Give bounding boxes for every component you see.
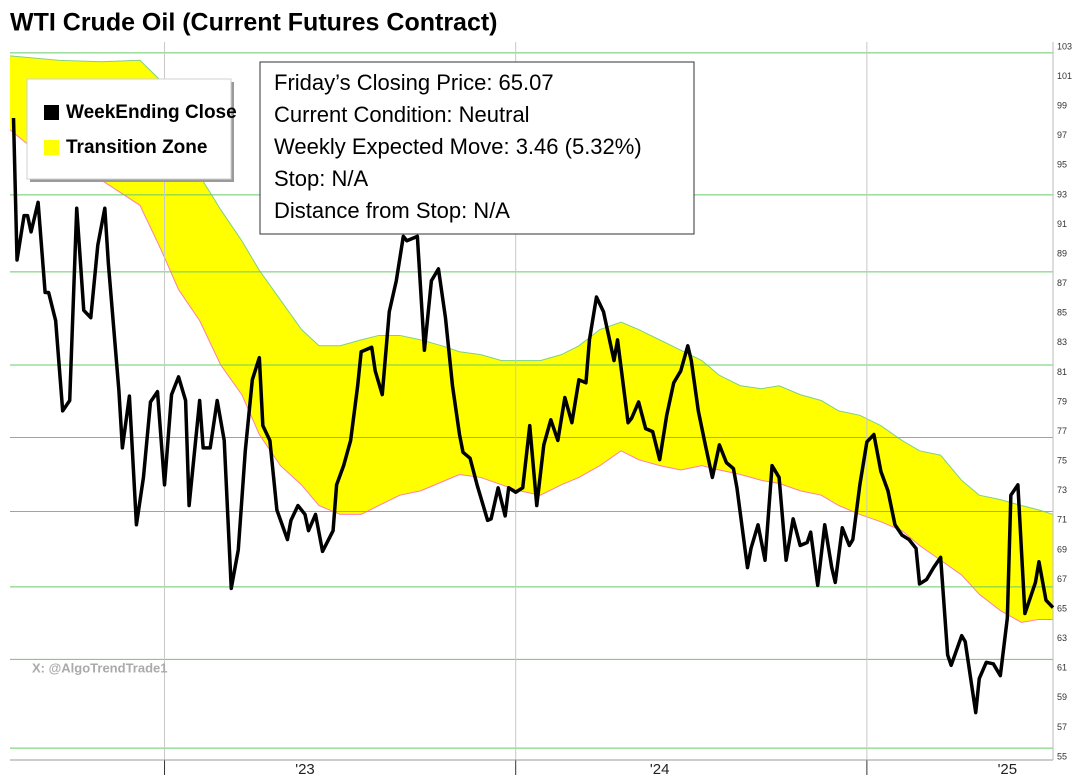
info-line: Current Condition: Neutral (274, 102, 530, 127)
transition-zone (10, 55, 1053, 623)
y-tick-label: 61 (1057, 663, 1067, 673)
y-tick-label: 83 (1057, 337, 1067, 347)
y-tick-label: 75 (1057, 456, 1067, 466)
y-tick-label: 85 (1057, 308, 1067, 318)
x-tick-label: '25 (998, 761, 1018, 778)
y-tick-label: 77 (1057, 426, 1067, 436)
watermark: X: @AlgoTrendTrade1 (32, 660, 167, 675)
legend-box (26, 78, 232, 180)
info-line: Stop: N/A (274, 166, 368, 191)
y-tick-label: 71 (1057, 515, 1067, 525)
y-tick-label: 103 (1057, 41, 1072, 51)
info-line: Friday’s Closing Price: 65.07 (274, 70, 554, 95)
legend-label: Transition Zone (66, 137, 207, 158)
info-line: Distance from Stop: N/A (274, 198, 510, 223)
y-tick-label: 87 (1057, 278, 1067, 288)
y-tick-label: 101 (1057, 71, 1072, 81)
y-tick-label: 79 (1057, 396, 1067, 406)
y-tick-label: 59 (1057, 692, 1067, 702)
y-tick-label: 69 (1057, 544, 1067, 554)
y-tick-label: 97 (1057, 130, 1067, 140)
y-tick-label: 93 (1057, 189, 1067, 199)
legend-label: WeekEnding Close (66, 102, 237, 123)
y-tick-label: 95 (1057, 160, 1067, 170)
y-tick-label: 63 (1057, 633, 1067, 643)
info-box (259, 61, 695, 235)
x-tick-label: '23 (295, 761, 315, 778)
info-line: Weekly Expected Move: 3.46 (5.32%) (274, 134, 642, 159)
price-line (11, 117, 1055, 715)
overlay: WeekEnding Close Transition Zone Friday’… (26, 61, 695, 675)
y-tick-label: 55 (1057, 751, 1067, 761)
y-tick-label: 91 (1057, 219, 1067, 229)
y-tick-label: 57 (1057, 722, 1067, 732)
legend-swatch (44, 105, 59, 120)
y-tick-label: 89 (1057, 248, 1067, 258)
y-tick-label: 73 (1057, 485, 1067, 495)
y-tick-label: 81 (1057, 367, 1067, 377)
x-tick-label: '24 (650, 761, 670, 778)
chart-title: WTI Crude Oil (Current Futures Contract) (10, 9, 498, 37)
y-tick-label: 65 (1057, 603, 1067, 613)
y-tick-label: 99 (1057, 101, 1067, 111)
legend-swatch (44, 140, 59, 155)
y-tick-label: 67 (1057, 574, 1067, 584)
